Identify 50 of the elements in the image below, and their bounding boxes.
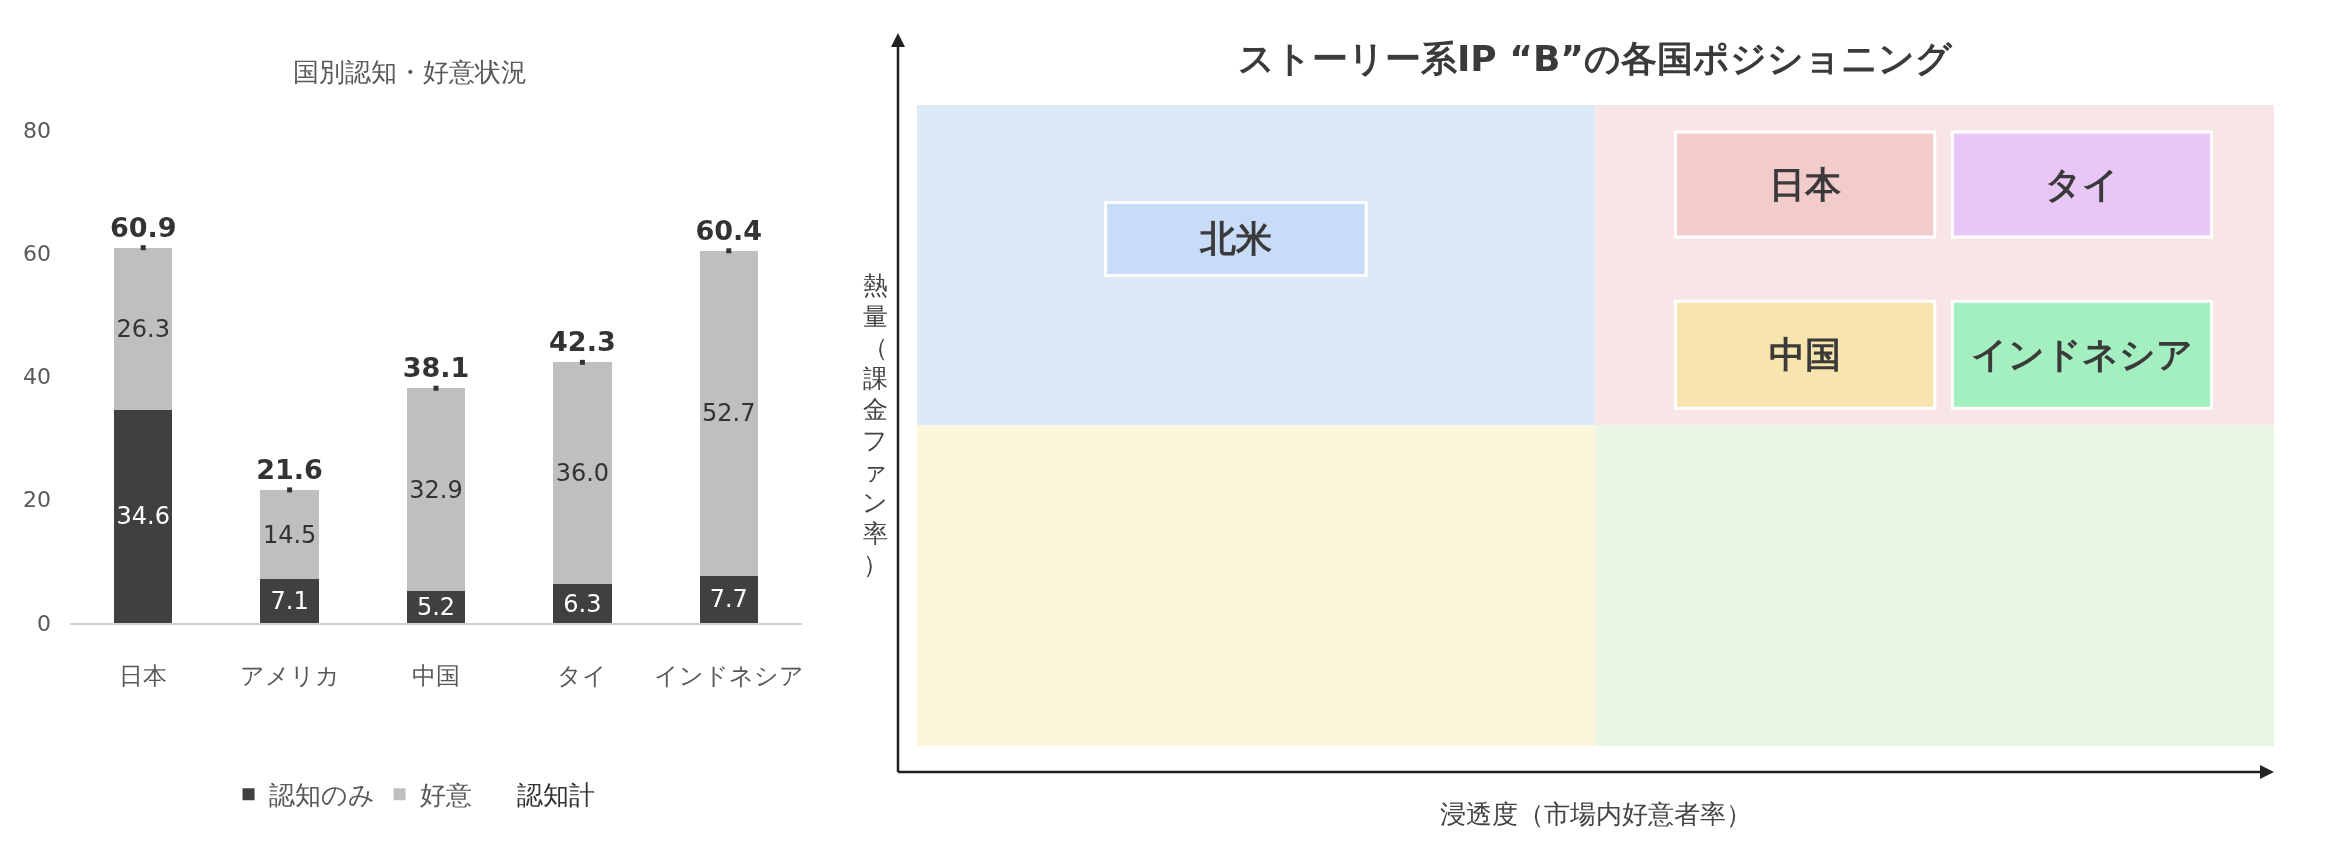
data-label: 52.7 <box>702 399 756 428</box>
bar <box>699 250 759 576</box>
data-label: 34.6 <box>116 502 170 531</box>
text: 中国 <box>1769 334 1841 375</box>
x-tick-label: 中国 <box>412 661 460 690</box>
y-tick-label: 60 <box>23 240 51 266</box>
data-label: 5.2 <box>416 592 456 621</box>
data-label: 60.4 <box>695 214 763 246</box>
data-label: 7.1 <box>270 587 309 616</box>
y-tick-label: 0 <box>37 610 51 636</box>
point <box>140 245 146 251</box>
bar <box>699 575 759 623</box>
chart-title: 国別認知・好意状況 <box>293 56 527 87</box>
bar <box>406 388 466 591</box>
point <box>726 248 732 254</box>
data-label: 38.1 <box>402 352 470 384</box>
text: 熱量（課金ファン率） <box>862 271 888 579</box>
point <box>433 385 439 391</box>
bar <box>260 489 319 580</box>
text: 北米 <box>1199 218 1272 259</box>
bar <box>260 579 319 623</box>
data-label: 32.9 <box>409 475 463 504</box>
data-label: 26.3 <box>116 314 170 343</box>
legend-label: 認知のみ <box>268 780 375 811</box>
x-tick-label: アメリカ <box>239 661 340 690</box>
data-label: 60.9 <box>109 211 177 243</box>
data-label: 42.3 <box>549 326 616 358</box>
y-tick-label: 20 <box>23 487 51 513</box>
x-tick-label: 日本 <box>119 661 168 690</box>
y-tick-label: 40 <box>23 364 51 390</box>
point <box>579 359 585 365</box>
y-tick-label: 80 <box>23 117 51 143</box>
data-label: 7.7 <box>709 585 748 614</box>
bar <box>113 247 173 410</box>
text: インドネシア <box>1971 334 2193 375</box>
data-label: 14.5 <box>262 520 317 549</box>
x-tick-label: タイ <box>557 661 608 690</box>
legend-label: 好意 <box>419 780 472 811</box>
text: ストーリー系IP “B”の各国ポジショニング <box>1237 38 1954 80</box>
bar <box>553 362 612 585</box>
bar <box>113 409 173 623</box>
text: 日本 <box>1769 164 1841 205</box>
text: 浸透度（市場内好意者率） <box>1440 799 1752 829</box>
text: 認知計 <box>516 780 595 811</box>
data-label: 36.0 <box>555 459 610 488</box>
data-label: 21.6 <box>256 454 323 486</box>
point <box>287 487 293 493</box>
text: タイ <box>2045 164 2119 205</box>
data-label: 6.3 <box>563 589 602 618</box>
x-tick-label: インドネシア <box>653 661 804 690</box>
